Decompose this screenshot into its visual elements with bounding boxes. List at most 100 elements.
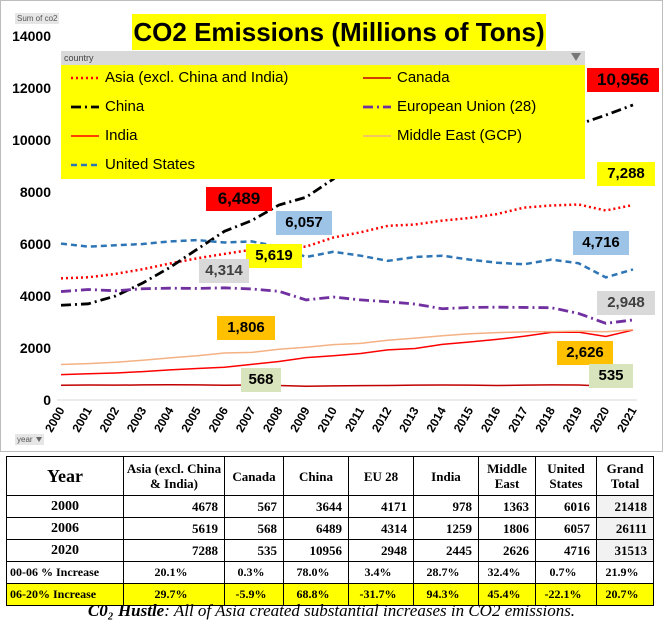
- values-field-tag[interactable]: Sum of co2: [15, 13, 60, 24]
- legend: country Asia (excl. China and India) Cana…: [61, 51, 585, 179]
- axis-field-label: year: [17, 435, 33, 444]
- x-tick-label: 2016: [478, 404, 504, 434]
- table-cell: 29.7%: [123, 583, 225, 606]
- table-cell: 3644: [283, 495, 349, 518]
- legend-label: China: [105, 98, 145, 115]
- caption-text: : All of Asia created substantial increa…: [164, 601, 576, 620]
- table-cell: 45.4%: [478, 583, 536, 606]
- legend-field-label: country: [64, 53, 94, 63]
- row-label: 2000: [6, 495, 124, 518]
- row-label: 2006: [6, 517, 124, 540]
- table-cell: 78.0%: [283, 561, 349, 584]
- header-united-states: United States: [535, 456, 597, 496]
- x-tick-label: 2006: [206, 404, 232, 434]
- data-callout: 7,288: [597, 162, 655, 186]
- header-eu: EU 28: [348, 456, 414, 496]
- legend-field-header[interactable]: country: [61, 51, 585, 65]
- data-callout: 2,626: [557, 341, 613, 365]
- x-tick-label: 2011: [342, 404, 367, 434]
- table-row: 2020 7288 535 10956 2948 2445 2626 4716 31513: [6, 539, 654, 562]
- filter-arrow-icon[interactable]: [35, 437, 42, 443]
- x-tick-label: 2003: [124, 404, 150, 434]
- legend-label: Asia (excl. China and India): [105, 69, 289, 86]
- table-cell: 32.4%: [478, 561, 536, 584]
- pct-row-00-06: 00-06 % Increase 20.1% 0.3% 78.0% 3.4% 28.7% 3…: [6, 561, 654, 584]
- header-canada: Canada: [224, 456, 284, 496]
- x-tick-label: 2010: [315, 404, 341, 434]
- y-tick-label: 12000: [12, 80, 51, 96]
- table-cell: 535: [224, 539, 284, 562]
- y-tick-label: 14000: [12, 28, 51, 44]
- y-tick-label: 2000: [20, 340, 51, 356]
- table-cell: 6489: [283, 517, 349, 540]
- table-row: 2006 5619 568 6489 4314 1259 1806 6057 26111: [6, 517, 654, 540]
- table-cell: 2626: [478, 539, 536, 562]
- axis-field-tag[interactable]: year: [15, 434, 44, 445]
- x-tick-label: 2014: [423, 404, 449, 434]
- data-callout: 6,489: [206, 187, 272, 211]
- header-middle-east: Middle East: [478, 456, 536, 496]
- table-header-row: Year Asia (excl. China & India) Canada C…: [6, 456, 654, 496]
- legend-swatch: [71, 135, 99, 137]
- x-tick-label: 2009: [287, 404, 313, 434]
- x-tick-label: 2002: [97, 404, 123, 434]
- table-cell: -31.7%: [348, 583, 414, 606]
- pct-row-06-20: 06-20% Increase 29.7% -5.9% 68.8% -31.7% 94.3…: [6, 583, 654, 606]
- table-cell: 4678: [123, 495, 225, 518]
- table-cell: 568: [224, 517, 284, 540]
- x-tick-label: 2020: [587, 404, 613, 434]
- header-china: China: [283, 456, 349, 496]
- table-cell: 0.7%: [535, 561, 597, 584]
- y-tick-label: 8000: [20, 184, 51, 200]
- series-line-india: [60, 329, 634, 376]
- table-cell: 2948: [348, 539, 414, 562]
- header-grand-total: Grand Total: [596, 456, 654, 496]
- table-cell: 3.4%: [348, 561, 414, 584]
- x-tick-label: 2012: [369, 404, 395, 434]
- header-asia: Asia (excl. China & India): [123, 456, 225, 496]
- filter-icon[interactable]: [571, 53, 581, 61]
- legend-label: Middle East (GCP): [397, 127, 523, 144]
- data-callout: 535: [589, 364, 633, 388]
- data-callout: 568: [241, 368, 281, 392]
- y-tick-label: 0: [43, 392, 51, 408]
- y-tick-label: 4000: [20, 288, 51, 304]
- legend-swatch: [71, 105, 99, 109]
- table-cell: -22.1%: [535, 583, 597, 606]
- table-cell: 68.8%: [283, 583, 349, 606]
- chart-area: 0 2000 4000 6000 8000 10000 12000 14000 2000 2001…: [0, 0, 663, 452]
- table-cell: 567: [224, 495, 284, 518]
- x-tick-label: 2018: [532, 404, 558, 434]
- data-callout: 4,716: [573, 231, 629, 255]
- data-callout: 1,806: [217, 316, 275, 340]
- table-cell: 1259: [413, 517, 479, 540]
- table-cell: 978: [413, 495, 479, 518]
- x-tick-label: 2019: [560, 404, 586, 434]
- x-tick-label: 2005: [178, 404, 204, 434]
- y-tick-label: 6000: [20, 236, 51, 252]
- table-row: 2000 4678 567 3644 4171 978 1363 6016 21418: [6, 495, 654, 518]
- chart-title: CO2 Emissions (Millions of Tons): [132, 14, 546, 50]
- x-tick-label: 2008: [260, 404, 286, 434]
- table-cell: -5.9%: [224, 583, 284, 606]
- legend-label: European Union (28): [397, 98, 537, 115]
- x-tick-label: 2013: [396, 404, 422, 434]
- table-cell: 7288: [123, 539, 225, 562]
- header-india: India: [413, 456, 479, 496]
- data-callout: 10,956: [587, 68, 659, 92]
- table-cell: 28.7%: [413, 561, 479, 584]
- table-cell: 5619: [123, 517, 225, 540]
- legend-label: United States: [105, 156, 196, 173]
- row-label: 2020: [6, 539, 124, 562]
- data-callout: 2,948: [597, 291, 655, 315]
- x-tick-label: 2021: [614, 404, 640, 434]
- table-cell: 6016: [535, 495, 597, 518]
- series-line-middle-east-gcp: [60, 329, 634, 366]
- x-tick-label: 2004: [151, 404, 177, 434]
- legend-swatch: [363, 77, 391, 79]
- series-line-european-union-28: [60, 286, 634, 325]
- table-cell: 20.1%: [123, 561, 225, 584]
- legend-swatch: [363, 135, 391, 137]
- x-tick-label: 2017: [505, 404, 531, 434]
